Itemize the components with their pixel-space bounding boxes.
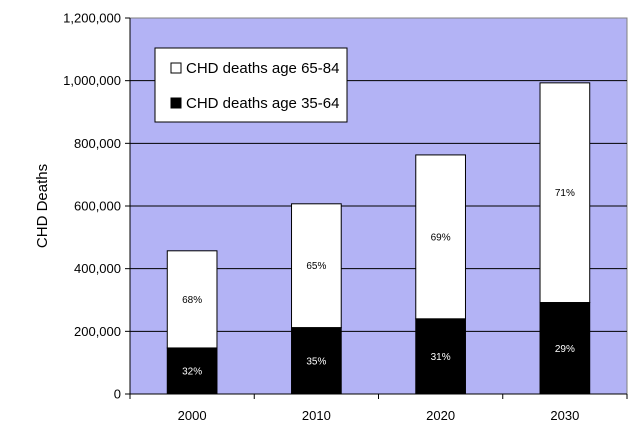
y-tick-label: 600,000 — [74, 199, 121, 214]
y-tick-label: 0 — [114, 387, 121, 402]
bar-percent-label: 31% — [431, 352, 451, 363]
bar-percent-label: 29% — [555, 344, 575, 355]
bar-percent-label: 35% — [306, 356, 326, 367]
bar-percent-label: 71% — [555, 188, 575, 199]
x-tick-label: 2000 — [178, 408, 207, 423]
bar-segment — [166, 250, 218, 349]
legend-swatch-35-64 — [170, 97, 182, 109]
legend-swatch-65-84 — [170, 62, 182, 74]
bar-segment — [539, 302, 591, 395]
legend-label-35-64: CHD deaths age 35-64 — [186, 95, 339, 112]
bar-segment — [539, 82, 591, 304]
x-tick-label: 2020 — [426, 408, 455, 423]
x-axis-ticks: 2000 2010 2020 2030 — [129, 394, 628, 423]
bar-segment — [415, 154, 466, 320]
legend-box — [154, 47, 348, 123]
y-tick-label: 800,000 — [74, 136, 121, 151]
y-axis-ticks: 0 200,000 400,000 600,000 800,000 1,000,000 1,… — [63, 11, 130, 402]
bar-percent-label: 68% — [182, 295, 202, 306]
x-tick-label: 2010 — [302, 408, 331, 423]
y-tick-label: 1,000,000 — [63, 73, 121, 88]
legend-label-65-84: CHD deaths age 65-84 — [186, 60, 339, 77]
y-tick-label: 1,200,000 — [63, 11, 121, 26]
y-tick-label: 400,000 — [74, 261, 121, 276]
bar-percent-label: 69% — [431, 232, 451, 243]
bar-percent-label: 65% — [306, 261, 326, 272]
bar-segment — [291, 203, 342, 329]
legend: CHD deaths age 65-84 CHD deaths age 35-6… — [154, 47, 348, 123]
y-axis-label: CHD Deaths — [34, 164, 51, 248]
x-tick-label: 2030 — [550, 408, 579, 423]
y-tick-label: 200,000 — [74, 324, 121, 339]
bar-percent-label: 32% — [182, 366, 202, 377]
bar-segment — [415, 318, 466, 395]
